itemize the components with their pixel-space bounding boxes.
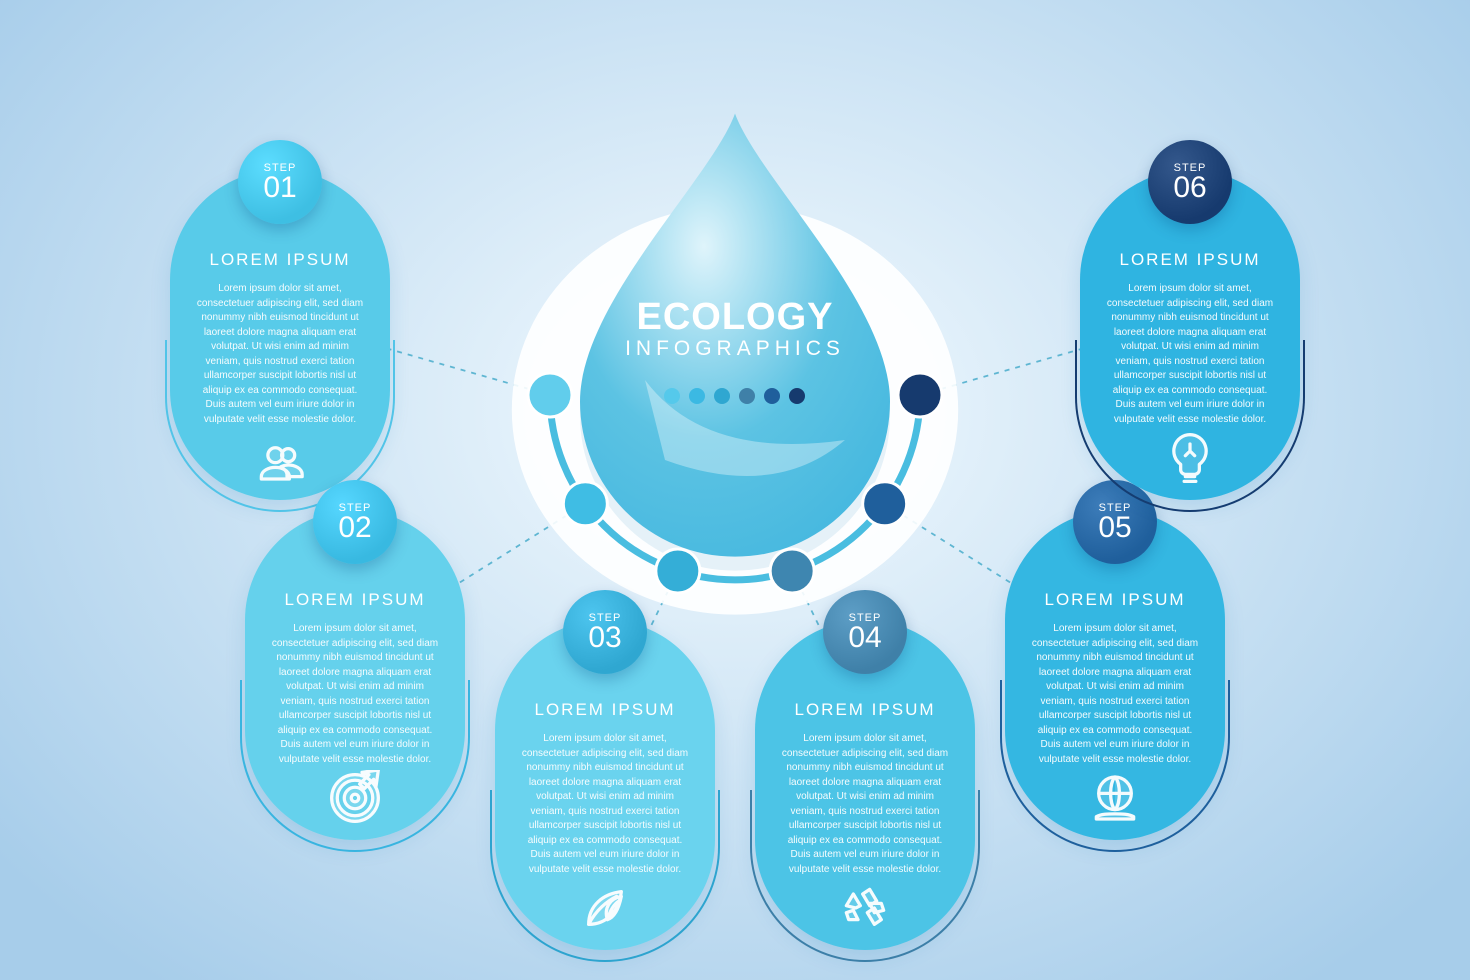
title-line1: ECOLOGY xyxy=(585,296,885,339)
people-icon xyxy=(252,430,308,486)
main-title: ECOLOGY INFOGRAPHICS xyxy=(585,296,885,361)
leaf-icon xyxy=(577,880,633,936)
step-number: 03 xyxy=(588,623,621,653)
palette-dot xyxy=(664,388,680,404)
card-title: LOREM IPSUM xyxy=(1104,250,1276,270)
step-badge-04: STEP 04 xyxy=(823,590,907,674)
palette-dot xyxy=(714,388,730,404)
palette-dots xyxy=(664,388,805,404)
card-body: Lorem ipsum dolor sit amet, consectetuer… xyxy=(269,622,441,767)
card-body: Lorem ipsum dolor sit amet, consectetuer… xyxy=(519,732,691,877)
step-number: 04 xyxy=(848,623,881,653)
palette-dot xyxy=(689,388,705,404)
bulb-icon xyxy=(1162,430,1218,486)
card-title: LOREM IPSUM xyxy=(519,700,691,720)
card-body: Lorem ipsum dolor sit amet, consectetuer… xyxy=(194,282,366,427)
title-line2: INFOGRAPHICS xyxy=(585,337,885,361)
step-number: 02 xyxy=(338,513,371,543)
card-body: Lorem ipsum dolor sit amet, consectetuer… xyxy=(779,732,951,877)
step-number: 01 xyxy=(263,173,296,203)
step-badge-02: STEP 02 xyxy=(313,480,397,564)
step-number: 05 xyxy=(1098,513,1131,543)
recycle-icon xyxy=(837,880,893,936)
palette-dot xyxy=(789,388,805,404)
background xyxy=(0,0,1470,980)
card-body: Lorem ipsum dolor sit amet, consectetuer… xyxy=(1104,282,1276,427)
step-badge-05: STEP 05 xyxy=(1073,480,1157,564)
card-title: LOREM IPSUM xyxy=(1029,590,1201,610)
step-badge-06: STEP 06 xyxy=(1148,140,1232,224)
globe-hand-icon xyxy=(1087,770,1143,826)
card-title: LOREM IPSUM xyxy=(779,700,951,720)
step-badge-03: STEP 03 xyxy=(563,590,647,674)
target-icon xyxy=(327,770,383,826)
card-title: LOREM IPSUM xyxy=(269,590,441,610)
step-badge-01: STEP 01 xyxy=(238,140,322,224)
palette-dot xyxy=(739,388,755,404)
card-title: LOREM IPSUM xyxy=(194,250,366,270)
infographic-stage: ECOLOGY INFOGRAPHICS LOREM IPSUM Lorem ip… xyxy=(0,0,1470,980)
palette-dot xyxy=(764,388,780,404)
card-body: Lorem ipsum dolor sit amet, consectetuer… xyxy=(1029,622,1201,767)
step-number: 06 xyxy=(1173,173,1206,203)
